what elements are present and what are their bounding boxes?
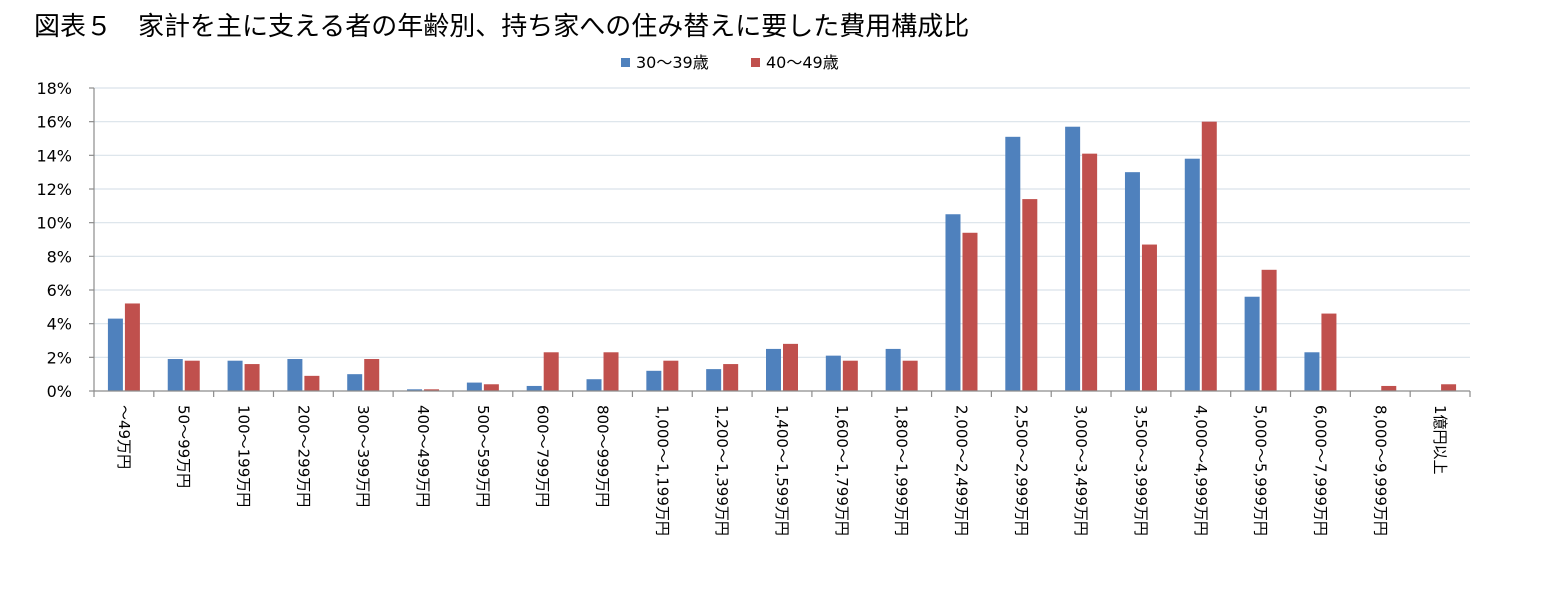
bar-series1 (466, 382, 482, 391)
bar-series1 (287, 359, 303, 391)
bar-series2 (124, 303, 140, 391)
y-tick-label: 10% (36, 214, 72, 233)
x-category-labels: ～49万円 50～99万円 100～199万円 200～299万円 300～399万円 4… (115, 405, 1449, 536)
x-category-label: 1,400～1,599万円 (773, 405, 791, 536)
bar-series1 (646, 370, 662, 391)
bar-series1 (407, 389, 423, 391)
bar-series1 (227, 360, 243, 391)
x-category-label: 3,500～3,999万円 (1132, 405, 1150, 536)
y-tick-label: 6% (47, 281, 72, 300)
x-category-label: 1,800～1,999万円 (893, 405, 911, 536)
bar-series2 (483, 384, 499, 391)
bar-series2 (723, 364, 739, 391)
bar-series1 (885, 348, 901, 391)
x-category-label: 400～499万円 (414, 405, 432, 507)
bar-series1 (526, 385, 542, 391)
bar-series2 (1321, 313, 1337, 391)
bar-series1 (766, 348, 781, 391)
x-category-label: 2,500～2,999万円 (1012, 405, 1030, 536)
x-category-label: 300～399万円 (354, 405, 372, 507)
x-category-label: 1,000～1,199万円 (653, 405, 671, 536)
bar-series2 (184, 360, 200, 391)
bar-series1 (167, 359, 183, 391)
bar-series2 (543, 352, 559, 391)
y-tick-label: 4% (47, 315, 72, 334)
bar-series2 (902, 360, 918, 391)
bar-series2 (304, 375, 320, 391)
x-category-label: 1億円以上 (1431, 405, 1449, 475)
y-tick-label: 8% (47, 247, 72, 266)
bar-series2 (1082, 153, 1098, 391)
x-category-label: 50～99万円 (175, 405, 193, 488)
y-tick-label: 2% (47, 348, 72, 367)
x-category-label: ～49万円 (115, 405, 133, 469)
x-category-label: 5,000～5,999万円 (1252, 405, 1270, 536)
bar-series1 (1184, 158, 1200, 391)
axes (89, 87, 1471, 397)
legend-swatch (751, 58, 760, 67)
y-tick-label: 14% (36, 146, 72, 165)
bar-series1 (107, 318, 123, 391)
gridlines (94, 87, 1470, 358)
y-tick-labels: 0% 2% 4% 6% 8% 10% 12% 14% 16% 18% (36, 79, 72, 401)
x-category-label: 1,600～1,799万円 (833, 405, 851, 536)
bar-series2 (1141, 244, 1157, 391)
x-category-label: 4,000～4,999万円 (1192, 405, 1210, 536)
x-category-label: 500～599万円 (474, 405, 492, 507)
bar-series2 (1441, 384, 1457, 391)
legend-swatch (621, 58, 630, 67)
chart-title: 図表５ 家計を主に支える者の年齢別、持ち家への住み替えに要した費用構成比 (34, 12, 970, 42)
bar-series2 (244, 364, 260, 391)
bar-series1 (945, 214, 961, 391)
bar-series1 (1304, 352, 1320, 391)
x-category-label: 800～999万円 (594, 405, 612, 507)
bar-series2 (364, 359, 380, 391)
x-category-label: 1,200～1,399万円 (713, 405, 731, 536)
x-category-label: 200～299万円 (294, 405, 312, 507)
y-tick-label: 16% (36, 113, 72, 132)
bar-series1 (1005, 136, 1021, 391)
bar-series1 (1065, 126, 1081, 391)
bar-series1 (1124, 172, 1140, 391)
bar-series2 (842, 360, 858, 391)
legend-label: 30～39歳 (636, 53, 709, 72)
bar-series2 (783, 343, 798, 391)
y-tick-label: 18% (36, 79, 72, 98)
bar-series1 (347, 374, 363, 391)
x-category-label: 100～199万円 (235, 405, 253, 507)
bar-series2 (1381, 385, 1397, 391)
bar-series2 (603, 352, 619, 391)
x-category-label: 6,000～7,999万円 (1311, 405, 1329, 536)
bar-series2 (1022, 199, 1038, 391)
bar-series2 (663, 360, 679, 391)
bar-series2 (424, 389, 440, 391)
bar-series2 (962, 232, 978, 391)
bar-series1 (706, 369, 722, 391)
x-category-label: 8,000～9,999万円 (1371, 405, 1389, 536)
x-category-label: 2,000～2,499万円 (952, 405, 970, 536)
y-tick-label: 0% (47, 382, 72, 401)
bar-series1 (586, 379, 602, 391)
x-category-label: 3,000～3,499万円 (1072, 405, 1090, 536)
x-category-label: 600～799万円 (534, 405, 552, 507)
legend-label: 40～49歳 (766, 53, 839, 72)
bar-series2 (1261, 269, 1277, 391)
legend: 30～39歳 40～49歳 (621, 53, 839, 72)
y-tick-label: 12% (36, 180, 72, 199)
bar-series1 (825, 355, 841, 391)
bars (107, 121, 1457, 392)
bar-series1 (1244, 296, 1260, 391)
bar-series2 (1201, 121, 1217, 392)
